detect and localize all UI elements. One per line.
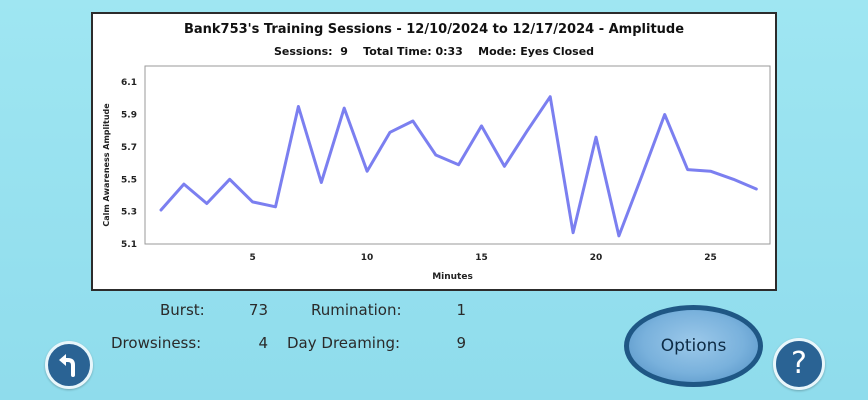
back-arrow-icon [59, 354, 75, 377]
x-tick-label: 20 [590, 253, 603, 263]
chart-title: Bank753's Training Sessions - 12/10/2024… [183, 22, 685, 37]
options-label: Options [660, 336, 727, 356]
plot-frame [144, 65, 771, 245]
y-tick-label: 6.1 [121, 78, 137, 88]
y-tick-label: 5.7 [121, 143, 137, 153]
back-button[interactable] [45, 341, 93, 389]
x-tick-label: 15 [475, 253, 488, 263]
x-tick-label: 10 [361, 253, 374, 263]
day-dreaming-value: 9 [456, 334, 466, 352]
burst-value: 73 [248, 301, 268, 319]
y-tick-label: 5.1 [121, 240, 137, 250]
chart-subtitle: Sessions: 9 Total Time: 0:33 Mode: Eyes … [273, 45, 595, 58]
drowsiness-label: Drowsiness: [111, 334, 202, 352]
chart-panel: Bank753's Training Sessions - 12/10/2024… [91, 12, 777, 291]
rumination-label: Rumination: [311, 301, 402, 319]
drowsiness-value: 4 [258, 334, 268, 352]
y-tick-label: 5.9 [121, 111, 137, 121]
y-axis-label: Calm Awareness Amplitude [102, 103, 111, 227]
day-dreaming-label: Day Dreaming: [287, 334, 401, 352]
x-axis-label: Minutes [432, 272, 473, 282]
help-button[interactable]: ? [773, 338, 825, 390]
x-tick-label: 5 [249, 253, 255, 263]
y-tick-label: 5.3 [121, 208, 137, 218]
chart-plot: 5.1 5.3 5.5 5.7 5.9 6.1 5 10 15 20 25 Minutes Calm A… [102, 65, 771, 282]
rumination-value: 1 [456, 301, 466, 319]
y-tick-label: 5.5 [121, 175, 137, 185]
help-icon: ? [791, 346, 807, 381]
options-button[interactable]: Options [624, 305, 763, 387]
x-tick-label: 25 [704, 253, 717, 263]
burst-label: Burst: [160, 301, 205, 319]
amplitude-line [159, 95, 758, 238]
